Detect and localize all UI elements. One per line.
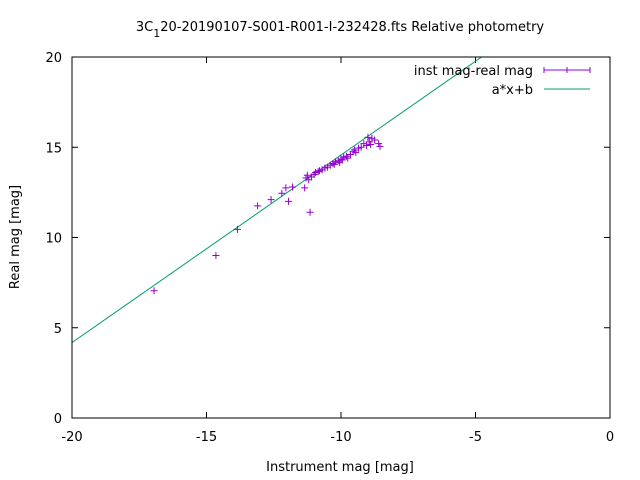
data-point bbox=[376, 142, 384, 150]
legend-symbol-errorbars bbox=[543, 67, 591, 73]
y-tick-label: 10 bbox=[45, 232, 62, 247]
data-point bbox=[278, 189, 286, 197]
data-point bbox=[150, 287, 158, 295]
data-point bbox=[289, 183, 297, 191]
y-axis-label: Real mag [mag] bbox=[8, 185, 23, 289]
x-tick-label: -15 bbox=[196, 430, 217, 445]
data-point bbox=[267, 196, 275, 204]
data-point bbox=[310, 170, 318, 178]
chart-title: 3C120-20190107-S001-R001-I-232428.fts Re… bbox=[136, 20, 545, 40]
title-rest: 20-20190107-S001-R001-I-232428.fts Relat… bbox=[160, 20, 544, 35]
y-tick-label: 15 bbox=[45, 141, 62, 156]
data-point bbox=[342, 152, 350, 160]
data-point bbox=[285, 197, 293, 205]
data-point bbox=[352, 149, 360, 157]
data-point bbox=[303, 171, 311, 179]
legend-label-series-1: inst mag-real mag bbox=[414, 64, 533, 79]
y-tick-label: 5 bbox=[54, 322, 62, 337]
x-axis-ticks: -20 -15 -10 -5 0 bbox=[61, 57, 614, 445]
data-point bbox=[233, 225, 241, 233]
data-point bbox=[367, 141, 375, 149]
data-point bbox=[212, 252, 220, 260]
data-point bbox=[301, 184, 309, 192]
data-point bbox=[364, 133, 372, 141]
legend-errorbar-glyph bbox=[543, 67, 591, 73]
y-tick-label: 0 bbox=[54, 412, 62, 427]
x-tick-label: -5 bbox=[469, 430, 482, 445]
x-tick-label: -20 bbox=[61, 430, 82, 445]
fit-line bbox=[72, 57, 483, 343]
data-point bbox=[363, 141, 371, 149]
data-point bbox=[282, 184, 290, 192]
y-axis-ticks: 0 5 10 15 20 bbox=[45, 51, 610, 427]
x-tick-label: 0 bbox=[606, 430, 614, 445]
data-point bbox=[357, 143, 365, 151]
data-point bbox=[306, 208, 314, 216]
data-point bbox=[314, 168, 322, 176]
y-tick-label: 20 bbox=[45, 51, 62, 66]
data-point bbox=[344, 154, 352, 162]
plot-frame bbox=[71, 56, 611, 419]
legend: inst mag-real mag a*x+b bbox=[414, 64, 591, 98]
data-points bbox=[150, 133, 384, 295]
title-subscript: 1 bbox=[153, 27, 160, 40]
x-tick-label: -10 bbox=[330, 430, 351, 445]
data-point bbox=[254, 202, 262, 210]
x-axis-label: Instrument mag [mag] bbox=[266, 460, 414, 475]
data-point bbox=[371, 136, 379, 144]
title-main: 3C bbox=[136, 20, 153, 35]
legend-label-series-2: a*x+b bbox=[492, 83, 533, 98]
